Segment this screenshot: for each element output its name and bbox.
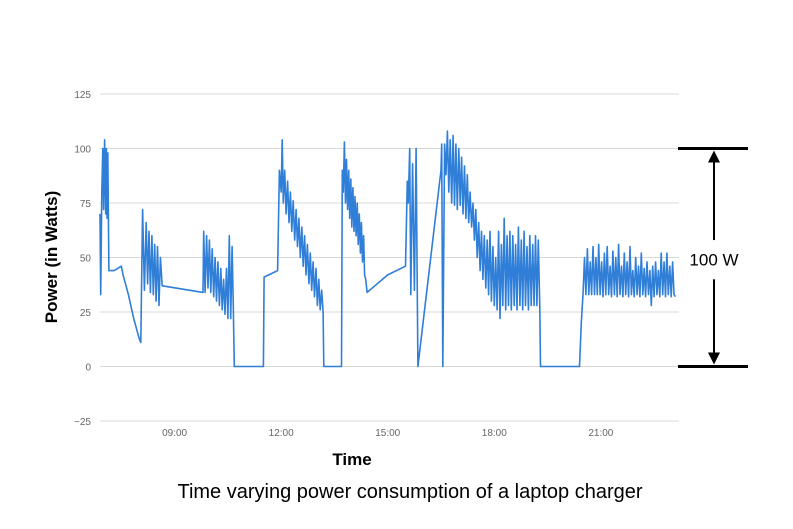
y-tick-label: 0 <box>85 363 91 374</box>
y-tick-label: 100 <box>74 145 91 156</box>
gridlines <box>100 93 679 422</box>
y-tick-label: 25 <box>80 308 92 319</box>
arrow-down-head <box>708 352 720 365</box>
y-tick-label: 50 <box>80 254 92 265</box>
series-line <box>99 130 677 368</box>
y-tick-labels: 125 100 75 50 25 0 −25 <box>74 90 91 428</box>
y-axis-title: Power (in Watts) <box>42 191 61 324</box>
range-annotation: 100 W <box>678 147 748 368</box>
arrow-up-head <box>708 150 720 163</box>
figure-caption: Time varying power consumption of a lapt… <box>177 481 642 503</box>
x-axis-title: Time <box>332 450 371 469</box>
x-tick-label: 18:00 <box>482 428 507 439</box>
annotation-label: 100 W <box>689 251 738 270</box>
y-tick-label: 75 <box>80 199 92 210</box>
x-tick-label: 15:00 <box>375 428 400 439</box>
series-layer <box>99 130 677 368</box>
x-tick-label: 21:00 <box>588 428 613 439</box>
x-tick-label: 09:00 <box>162 428 187 439</box>
x-tick-labels: 09:00 12:00 15:00 18:00 21:00 <box>162 428 614 439</box>
x-tick-label: 12:00 <box>269 428 294 439</box>
y-tick-label: 125 <box>74 90 91 101</box>
y-tick-label: −25 <box>74 417 91 428</box>
